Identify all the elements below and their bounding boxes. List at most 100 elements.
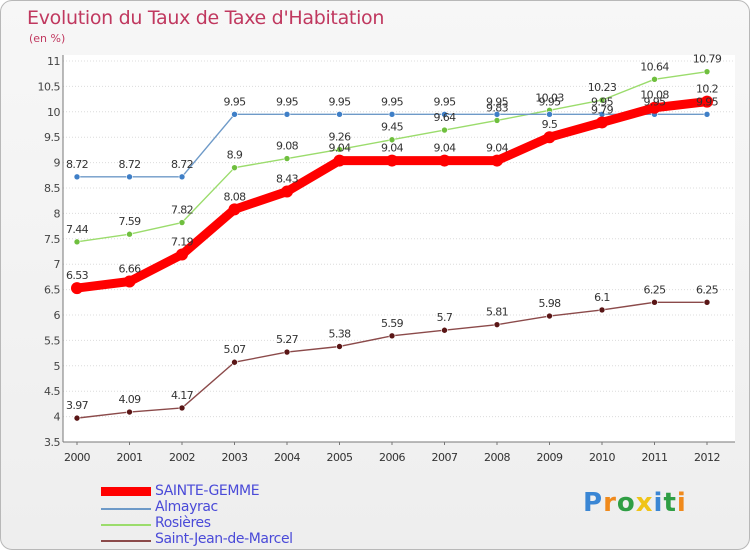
data-point — [703, 68, 711, 75]
x-tick-label: 2007 — [432, 451, 458, 464]
data-point — [126, 230, 133, 238]
data-point — [71, 282, 83, 295]
y-tick-label: 8.5 — [44, 182, 60, 195]
data-label: 9.95 — [643, 95, 666, 108]
data-label: 9.95 — [433, 95, 456, 108]
data-label: 9.95 — [538, 95, 561, 108]
data-point — [73, 173, 81, 181]
data-point — [648, 101, 661, 114]
data-point — [441, 111, 448, 118]
data-point — [388, 332, 396, 340]
data-point — [493, 111, 501, 118]
data-label: 8.43 — [276, 173, 299, 186]
data-point — [438, 154, 451, 167]
data-label: 8.72 — [171, 158, 193, 171]
data-label: 9.04 — [486, 142, 509, 155]
data-point — [176, 248, 188, 261]
x-tick-label: 2012 — [694, 451, 720, 464]
y-tick-label: 7 — [54, 258, 61, 271]
legend-label-sainte-gemme: SAINTE-GEMME — [155, 483, 260, 499]
data-label: 5.27 — [276, 333, 299, 346]
legend-label-saint-jean-de-marcel: Saint-Jean-de-Marcel — [155, 531, 293, 547]
x-tick-label: 2002 — [169, 451, 195, 464]
y-tick-label: 11 — [47, 55, 60, 68]
data-point — [283, 348, 291, 356]
data-label: 9.04 — [381, 142, 404, 155]
logo-letter: r — [603, 488, 617, 518]
data-label: 4.17 — [171, 389, 194, 402]
data-label: 9.95 — [276, 95, 299, 108]
logo-letter: x — [635, 488, 654, 518]
data-label: 4.09 — [118, 393, 141, 406]
y-tick-label: 5 — [54, 360, 61, 373]
legend-swatch-rosieres — [101, 524, 151, 526]
data-point — [126, 173, 133, 181]
x-tick-label: 2006 — [379, 451, 405, 464]
data-label: 9.04 — [328, 142, 351, 155]
data-point — [281, 185, 293, 198]
y-tick-label: 8 — [54, 207, 61, 220]
data-label: 9.95 — [328, 95, 351, 108]
data-label: 7.44 — [66, 223, 89, 236]
data-point — [283, 111, 291, 118]
x-tick-label: 2005 — [327, 451, 353, 464]
data-label: 5.7 — [437, 311, 453, 324]
logo-letter: t — [663, 488, 677, 518]
x-tick-label: 2000 — [64, 451, 90, 464]
data-point — [333, 154, 346, 167]
data-point — [651, 75, 658, 83]
y-tick-label: 9 — [54, 157, 61, 170]
y-tick-label: 4 — [54, 411, 61, 424]
data-point — [598, 306, 606, 314]
data-label: 5.98 — [538, 297, 561, 310]
data-label: 10.03 — [535, 91, 564, 104]
data-point — [283, 155, 291, 162]
logo-letter: P — [583, 488, 604, 518]
data-point — [493, 321, 501, 328]
data-label: 7.82 — [171, 204, 193, 217]
data-point — [386, 154, 398, 167]
y-tick-label: 3.5 — [44, 436, 60, 449]
data-label: 6.53 — [66, 269, 89, 282]
data-label: 6.25 — [696, 283, 719, 296]
data-label: 10.2 — [696, 83, 718, 96]
data-point — [546, 111, 553, 118]
x-tick-label: 2001 — [117, 451, 143, 464]
data-point — [703, 111, 711, 118]
data-point — [231, 358, 238, 366]
legend-swatch-saint-jean-de-marcel — [101, 540, 151, 542]
legend-label-rosieres: Rosières — [155, 515, 211, 531]
data-label: 9.64 — [433, 111, 456, 124]
data-point — [336, 111, 343, 118]
data-point — [703, 298, 711, 306]
data-point — [336, 343, 343, 350]
data-label: 10.23 — [588, 81, 617, 94]
legend-swatch-sainte-gemme — [101, 487, 151, 496]
data-label: 9.83 — [486, 101, 509, 114]
data-label: 9.95 — [381, 95, 404, 108]
x-tick-label: 2010 — [589, 451, 615, 464]
data-point — [701, 95, 713, 108]
logo-letter: o — [616, 488, 636, 518]
y-tick-label: 10.5 — [38, 80, 61, 93]
data-label: 9.5 — [542, 118, 558, 131]
data-point — [123, 275, 136, 288]
y-tick-label: 10 — [47, 106, 60, 119]
y-tick-label: 7.5 — [44, 233, 60, 246]
data-point — [543, 131, 556, 144]
chart-title: Evolution du Taux de Taxe d'Habitation — [27, 7, 385, 29]
data-label: 5.81 — [486, 306, 508, 319]
data-point — [441, 326, 448, 334]
data-label: 8.08 — [223, 190, 246, 203]
data-point — [546, 312, 553, 320]
x-tick-label: 2003 — [222, 451, 248, 464]
y-tick-label: 5.5 — [44, 334, 60, 347]
y-tick-label: 6.5 — [44, 284, 60, 297]
logo-letter: i — [653, 488, 664, 518]
data-point — [228, 203, 241, 216]
data-point — [231, 164, 238, 171]
data-point — [336, 146, 343, 153]
data-label: 8.9 — [227, 149, 243, 162]
proxiti-logo: Proxiti — [583, 488, 687, 518]
